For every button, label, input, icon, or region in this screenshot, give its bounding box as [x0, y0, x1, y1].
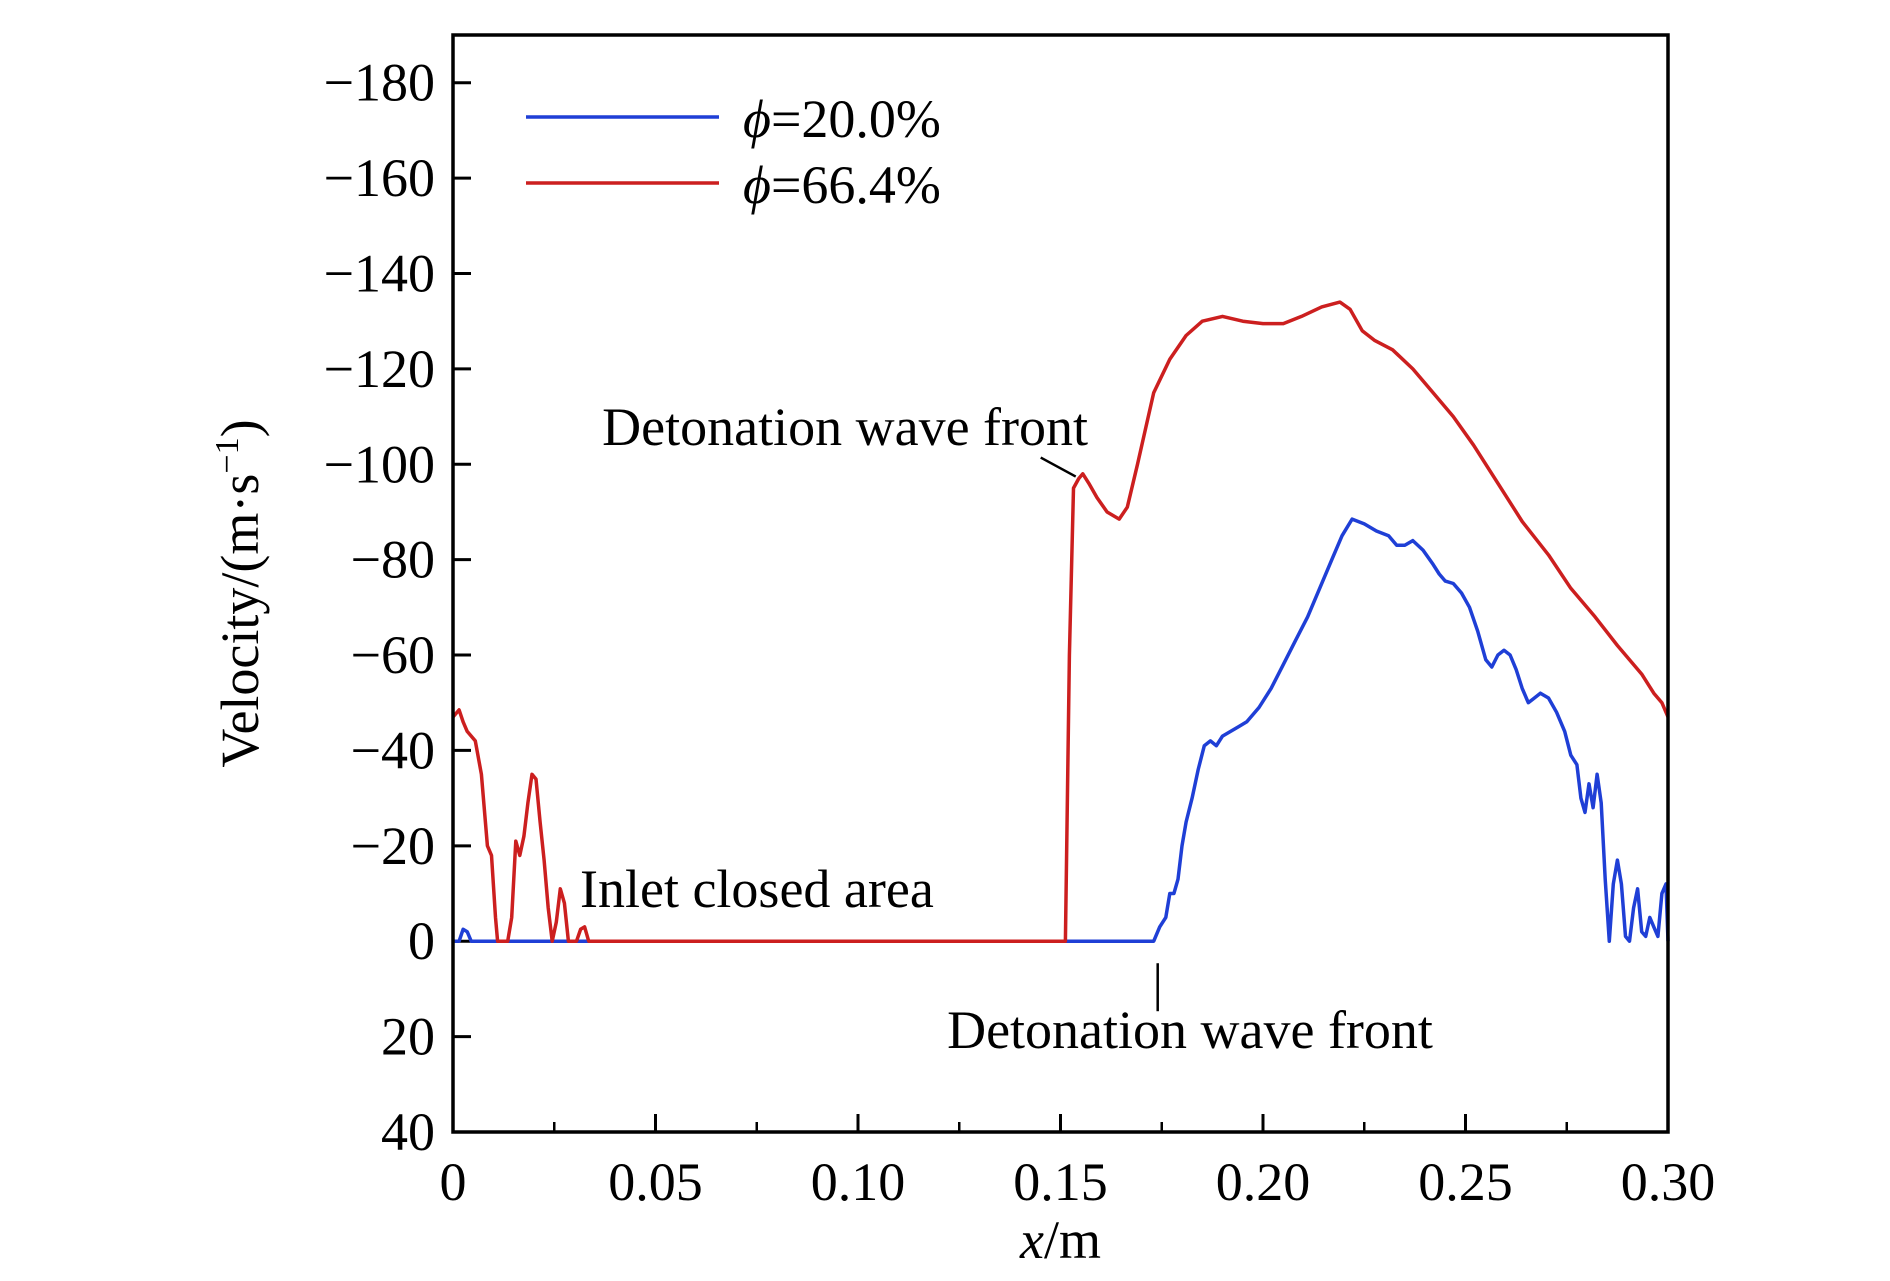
legend: ϕ=20.0% ϕ=66.4%	[526, 89, 941, 215]
x-tick-label: 0.10	[811, 1152, 906, 1212]
annotation-inlet-closed-area: Inlet closed area	[580, 859, 934, 919]
y-tick-label: −20	[351, 816, 435, 876]
legend-label-phi-20: ϕ=20.0%	[743, 89, 941, 149]
y-tick-label: −100	[324, 434, 435, 494]
y-tick-label: 0	[408, 911, 435, 971]
annotations: Detonation wave front Detonation wave fr…	[580, 397, 1433, 1060]
y-tick-label: −160	[324, 148, 435, 208]
x-tick-label: 0.15	[1013, 1152, 1108, 1212]
y-tick-label: 20	[381, 1007, 435, 1067]
x-tick-label: 0.20	[1216, 1152, 1311, 1212]
y-tick-label: −80	[351, 530, 435, 590]
legend-value: =66.4%	[771, 155, 941, 215]
x-tick-label: 0.25	[1418, 1152, 1513, 1212]
y-tick-label: −120	[324, 339, 435, 399]
legend-value: =20.0%	[771, 89, 941, 149]
x-tick-label: 0.30	[1621, 1152, 1716, 1212]
y-axis-title: Velocity/(m·s−1)	[209, 419, 270, 767]
x-axis-var: x	[1019, 1210, 1044, 1270]
legend-label-phi-66: ϕ=66.4%	[743, 155, 941, 215]
annotation-detonation-front-red: Detonation wave front	[602, 397, 1088, 457]
y-tick-label: 40	[381, 1102, 435, 1162]
annotation-leader-red	[1040, 456, 1077, 478]
y-axis-title-prefix: Velocity/(m·s	[210, 474, 270, 768]
annotation-detonation-front-blue: Detonation wave front	[947, 1000, 1433, 1060]
series-line-0	[453, 517, 1670, 943]
legend-symbol: ϕ	[743, 155, 771, 215]
axis-tick-labels: 0 0.05 0.10 0.15 0.20 0.25 0.30 −180 −160 −140 −12…	[324, 53, 1716, 1212]
y-tick-label: −140	[324, 243, 435, 303]
x-tick-label: 0	[440, 1152, 467, 1212]
series-lines	[451, 300, 1670, 943]
y-axis-title-suffix: )	[210, 419, 270, 437]
x-axis-title: x/m	[1019, 1210, 1101, 1270]
series-line-1	[451, 300, 1670, 943]
y-tick-label: −60	[351, 625, 435, 685]
x-axis-unit: /m	[1044, 1210, 1101, 1270]
plot-frame	[451, 33, 1670, 1134]
y-tick-label: −180	[324, 53, 435, 113]
y-axis-title-superscript: −1	[209, 437, 246, 473]
axis-ticks	[453, 81, 1568, 1132]
legend-symbol: ϕ	[743, 89, 771, 149]
x-tick-label: 0.05	[608, 1152, 703, 1212]
y-tick-label: −40	[351, 720, 435, 780]
